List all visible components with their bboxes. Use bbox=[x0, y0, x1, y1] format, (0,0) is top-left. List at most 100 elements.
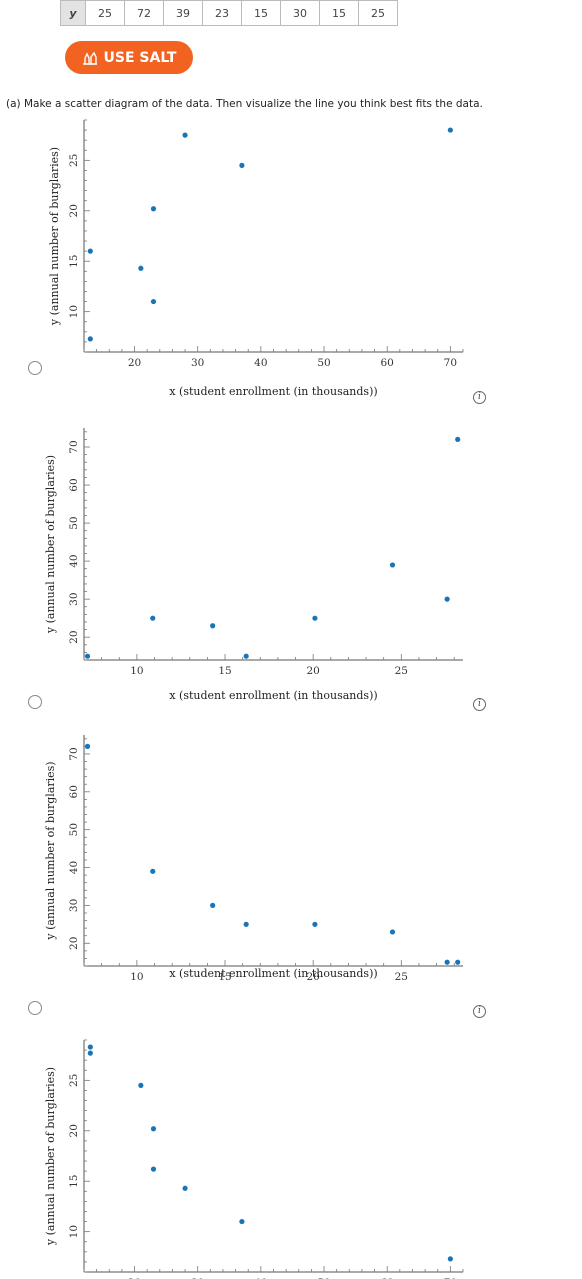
y-axis-title: y (annual number of burglaries) bbox=[48, 147, 61, 326]
y-tick-label: 10 bbox=[68, 1225, 80, 1238]
data-point bbox=[210, 623, 216, 629]
x-axis-title: x (student enrollment (in thousands)) bbox=[169, 689, 377, 702]
data-table: y 25 72 39 23 15 30 15 25 bbox=[60, 0, 398, 26]
data-point bbox=[150, 615, 156, 621]
x-axis-title: x (student enrollment (in thousands)) bbox=[169, 385, 377, 398]
data-point bbox=[150, 868, 156, 874]
x-tick-label: 15 bbox=[218, 971, 231, 983]
y-tick-label: 25 bbox=[68, 154, 80, 167]
x-tick-label: 20 bbox=[128, 357, 141, 369]
y-tick-label: 20 bbox=[68, 630, 80, 643]
data-point bbox=[444, 959, 450, 965]
y-tick-label: 15 bbox=[68, 1175, 80, 1188]
x-tick-label: 70 bbox=[444, 1277, 457, 1279]
y-tick-label: 60 bbox=[68, 785, 80, 798]
table-cell: 72 bbox=[124, 0, 164, 26]
chart-1: 10 15 20 25 20 30 40 50 60 70 y (annual number of … bbox=[48, 119, 464, 398]
data-point bbox=[87, 248, 93, 254]
table-cell: 25 bbox=[85, 0, 125, 26]
chart-3: 20 30 40 50 60 70 10 15 20 25 y (annual number of … bbox=[44, 735, 463, 983]
data-point bbox=[84, 653, 91, 659]
x-tick-label: 15 bbox=[218, 665, 231, 677]
y-tick-label: 70 bbox=[68, 440, 80, 453]
x-tick-label: 20 bbox=[306, 971, 319, 983]
radio-option-3[interactable] bbox=[28, 1001, 42, 1015]
salt-shaker-icon bbox=[82, 51, 97, 65]
data-point bbox=[182, 1185, 188, 1191]
y-tick-label: 10 bbox=[68, 305, 80, 318]
chart-2: 20 30 40 50 60 70 10 15 20 25 y (annual number of … bbox=[44, 428, 463, 702]
y-tick-label: 30 bbox=[68, 592, 80, 605]
table-cell: 15 bbox=[241, 0, 281, 26]
table-cell: 15 bbox=[319, 0, 359, 26]
data-point bbox=[87, 1050, 93, 1056]
x-tick-label: 10 bbox=[130, 971, 143, 983]
data-point bbox=[243, 921, 249, 927]
x-tick-label: 50 bbox=[317, 357, 330, 369]
y-tick-label: 70 bbox=[68, 747, 80, 760]
data-point bbox=[210, 902, 216, 909]
table-cell: 25 bbox=[358, 0, 398, 26]
y-tick-label: 20 bbox=[68, 937, 80, 950]
x-tick-label: 40 bbox=[254, 1277, 267, 1279]
data-point bbox=[243, 653, 249, 659]
y-tick-label: 50 bbox=[68, 823, 80, 836]
table-cell: 30 bbox=[280, 0, 320, 26]
y-tick-label: 20 bbox=[68, 1124, 80, 1137]
data-point bbox=[150, 206, 157, 212]
x-tick-label: 60 bbox=[381, 1277, 394, 1279]
data-point bbox=[444, 596, 450, 602]
x-tick-label: 25 bbox=[395, 971, 408, 983]
data-point bbox=[87, 1044, 93, 1050]
data-point bbox=[182, 132, 188, 138]
y-tick-label: 50 bbox=[68, 516, 80, 529]
table-row: y 25 72 39 23 15 30 15 25 bbox=[60, 0, 398, 26]
info-icon-option-2[interactable]: i bbox=[473, 698, 486, 711]
data-point bbox=[239, 162, 245, 168]
data-point bbox=[447, 127, 453, 133]
x-tick-label: 20 bbox=[128, 1277, 141, 1279]
use-salt-label: USE SALT bbox=[103, 49, 177, 66]
data-point bbox=[239, 1218, 245, 1225]
x-axis-title: x (student enrollment (in thousands)) bbox=[169, 967, 377, 980]
data-point bbox=[389, 929, 396, 935]
data-point bbox=[455, 959, 461, 965]
x-tick-label: 25 bbox=[395, 665, 408, 677]
x-tick-label: 70 bbox=[444, 357, 457, 369]
data-point bbox=[138, 265, 144, 271]
data-point bbox=[447, 1256, 453, 1262]
data-point bbox=[312, 921, 318, 927]
x-tick-label: 60 bbox=[381, 357, 394, 369]
data-point bbox=[150, 1126, 157, 1132]
y-tick-label: 25 bbox=[68, 1074, 80, 1087]
y-axis-title: y (annual number of burglaries) bbox=[44, 455, 57, 634]
data-point bbox=[150, 298, 157, 305]
data-point bbox=[312, 615, 318, 621]
x-tick-label: 40 bbox=[254, 357, 267, 369]
x-tick-label: 30 bbox=[191, 1277, 204, 1279]
y-tick-label: 60 bbox=[68, 478, 80, 491]
radio-option-1[interactable] bbox=[28, 361, 42, 375]
x-tick-label: 10 bbox=[130, 665, 143, 677]
y-tick-label: 20 bbox=[68, 204, 80, 217]
y-tick-label: 40 bbox=[68, 861, 80, 874]
x-tick-label: 20 bbox=[306, 665, 319, 677]
x-tick-label: 30 bbox=[191, 357, 204, 369]
y-axis-title: y (annual number of burglaries) bbox=[44, 761, 57, 940]
data-point bbox=[150, 1166, 157, 1172]
data-point bbox=[455, 436, 461, 443]
data-point bbox=[389, 562, 396, 568]
info-icon-option-1[interactable]: i bbox=[473, 391, 486, 404]
data-point bbox=[84, 743, 91, 749]
question-text: (a) Make a scatter diagram of the data. … bbox=[6, 98, 483, 110]
radio-option-2[interactable] bbox=[28, 695, 42, 709]
info-icon-option-3[interactable]: i bbox=[473, 1005, 486, 1018]
y-tick-label: 15 bbox=[68, 255, 80, 268]
use-salt-button[interactable]: USE SALT bbox=[65, 41, 193, 74]
data-point bbox=[138, 1082, 144, 1088]
chart-4: 10 15 20 25 20 30 40 50 60 70 y (annual number of … bbox=[44, 1039, 464, 1279]
y-axis-title: y (annual number of burglaries) bbox=[44, 1067, 57, 1246]
data-point bbox=[87, 336, 93, 342]
x-tick-label: 50 bbox=[317, 1277, 330, 1279]
